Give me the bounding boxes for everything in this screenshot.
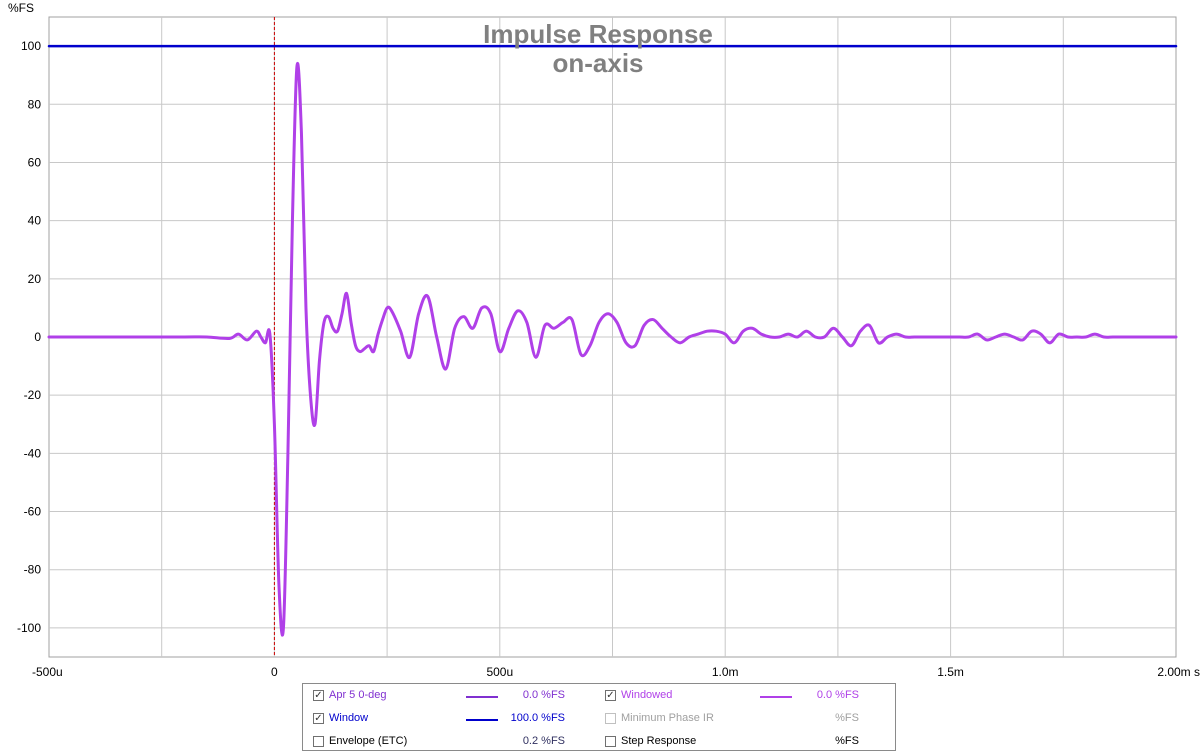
chart-subtitle: on-axis	[552, 48, 643, 78]
y-tick-label: 0	[34, 330, 41, 344]
legend-value-windowed: 0.0 %FS	[816, 689, 859, 701]
legend-checkbox-window[interactable]: ✓	[313, 713, 324, 724]
series-group	[47, 17, 1178, 657]
legend-swatch-apr5	[466, 696, 498, 698]
legend-label-window: Window	[329, 712, 369, 724]
impulse-response-chart: 100 80 60 40 20 0 -20 -40 -60 -80 -100 -500u 0 500u 1…	[8, 1, 1200, 679]
series-line-windowed	[47, 62, 1178, 637]
y-tick-label: -100	[17, 621, 41, 635]
x-axis-ticks: -500u 0 500u 1.0m 1.5m 2.00m s	[32, 665, 1200, 679]
y-tick-label: 20	[28, 272, 42, 286]
y-tick-label: -60	[24, 505, 42, 519]
x-tick-label: 0	[271, 665, 278, 679]
legend-panel: ✓ Apr 5 0-deg 0.0 %FS ✓ Windowed 0.0 %FS…	[302, 683, 896, 751]
legend-label-minimum-phase: Minimum Phase IR	[621, 712, 714, 724]
x-tick-label: 1.0m	[712, 665, 739, 679]
y-tick-label: -20	[24, 388, 42, 402]
y-tick-label: 60	[28, 155, 42, 169]
y-tick-label: 80	[28, 97, 42, 111]
legend-label-apr5: Apr 5 0-deg	[329, 689, 387, 701]
y-tick-label: -40	[24, 446, 42, 460]
y-tick-label: -80	[24, 563, 42, 577]
legend-row-2: ✓ Window 100.0 %FS Minimum Phase IR %FS	[303, 709, 895, 731]
y-axis-ticks: 100 80 60 40 20 0 -20 -40 -60 -80 -100	[17, 39, 41, 635]
y-tick-label: 100	[21, 39, 41, 53]
legend-checkbox-envelope[interactable]	[313, 736, 324, 747]
legend-swatch-windowed	[760, 696, 792, 698]
legend-value-minimum-phase: %FS	[835, 712, 859, 724]
legend-swatch-window	[466, 719, 498, 721]
x-tick-label: -500u	[32, 665, 63, 679]
legend-value-envelope: 0.2 %FS	[522, 735, 565, 747]
legend-value-step-response: %FS	[835, 735, 859, 747]
y-tick-label: 40	[28, 214, 42, 228]
legend-checkbox-apr5[interactable]: ✓	[313, 690, 324, 701]
legend-label-windowed: Windowed	[621, 689, 673, 701]
chart-title: Impulse Response	[483, 19, 713, 49]
x-tick-label: 500u	[486, 665, 513, 679]
legend-row-3: Envelope (ETC) 0.2 %FS Step Response %FS	[303, 732, 895, 754]
legend-checkbox-windowed[interactable]: ✓	[605, 690, 616, 701]
legend-value-window: 100.0 %FS	[510, 712, 565, 724]
legend-label-step-response: Step Response	[621, 735, 697, 747]
y-axis-label: %FS	[8, 1, 34, 15]
legend-value-apr5: 0.0 %FS	[522, 689, 565, 701]
legend-checkbox-minimum-phase[interactable]	[605, 713, 616, 724]
x-tick-label: 2.00m s	[1157, 665, 1200, 679]
legend-label-envelope: Envelope (ETC)	[329, 735, 408, 747]
x-tick-label: 1.5m	[937, 665, 964, 679]
legend-checkbox-step-response[interactable]	[605, 736, 616, 747]
legend-row-1: ✓ Apr 5 0-deg 0.0 %FS ✓ Windowed 0.0 %FS	[303, 686, 895, 708]
